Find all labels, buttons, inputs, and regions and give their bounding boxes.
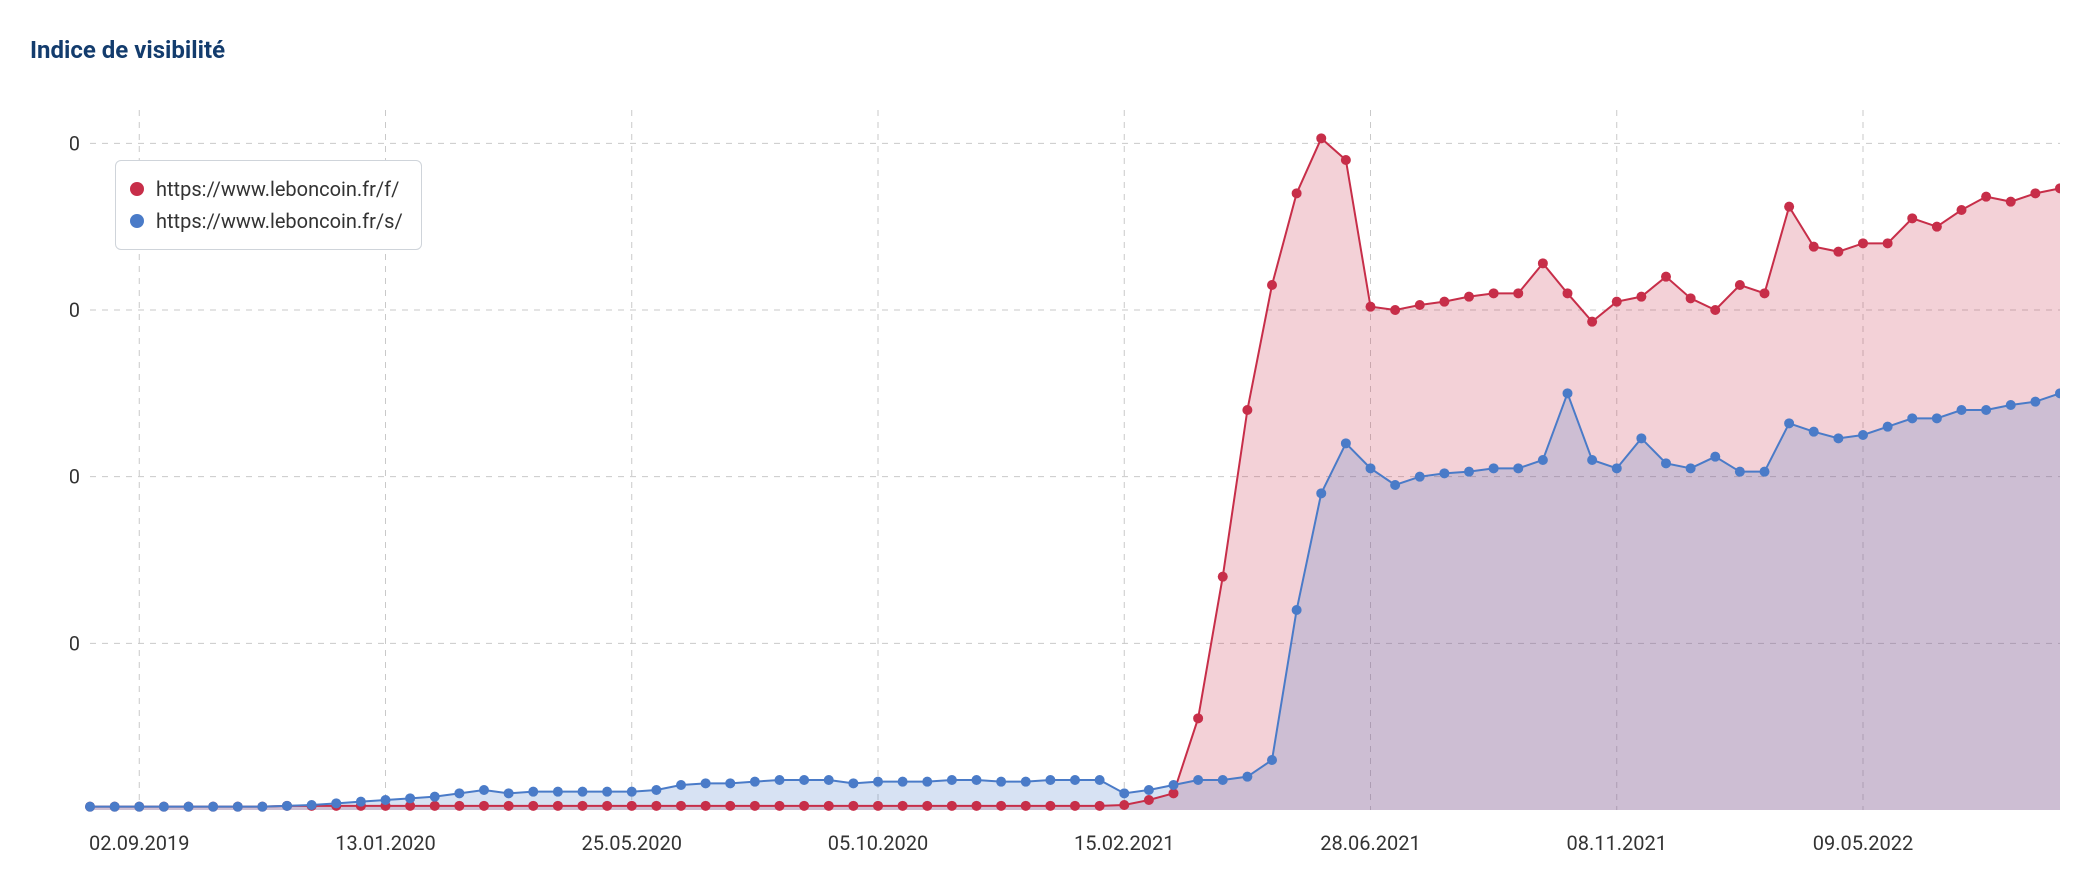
- legend-label-0: https://www.leboncoin.fr/f/: [156, 177, 399, 201]
- legend-item-1[interactable]: https://www.leboncoin.fr/s/: [130, 205, 403, 237]
- svg-text:08.11.2021: 08.11.2021: [1567, 831, 1667, 855]
- svg-text:28.06.2021: 28.06.2021: [1320, 831, 1420, 855]
- legend-label-1: https://www.leboncoin.fr/s/: [156, 209, 403, 233]
- legend-dot-1: [130, 214, 144, 228]
- legend-item-0[interactable]: https://www.leboncoin.fr/f/: [130, 173, 403, 205]
- svg-text:10: 10: [70, 631, 80, 655]
- svg-text:30: 30: [70, 298, 80, 322]
- svg-text:40: 40: [70, 131, 80, 155]
- svg-text:05.10.2020: 05.10.2020: [828, 831, 928, 855]
- chart-legend: https://www.leboncoin.fr/f/ https://www.…: [115, 160, 422, 250]
- svg-text:13.01.2020: 13.01.2020: [335, 831, 435, 855]
- visibility-chart: Indice de visibilité https://www.lebonco…: [0, 0, 2078, 896]
- chart-title: Indice de visibilité: [30, 36, 225, 64]
- legend-dot-0: [130, 182, 144, 196]
- svg-text:09.05.2022: 09.05.2022: [1813, 831, 1913, 855]
- svg-text:25.05.2020: 25.05.2020: [582, 831, 682, 855]
- svg-text:15.02.2021: 15.02.2021: [1074, 831, 1174, 855]
- svg-text:20: 20: [70, 465, 80, 489]
- svg-text:02.09.2019: 02.09.2019: [89, 831, 189, 855]
